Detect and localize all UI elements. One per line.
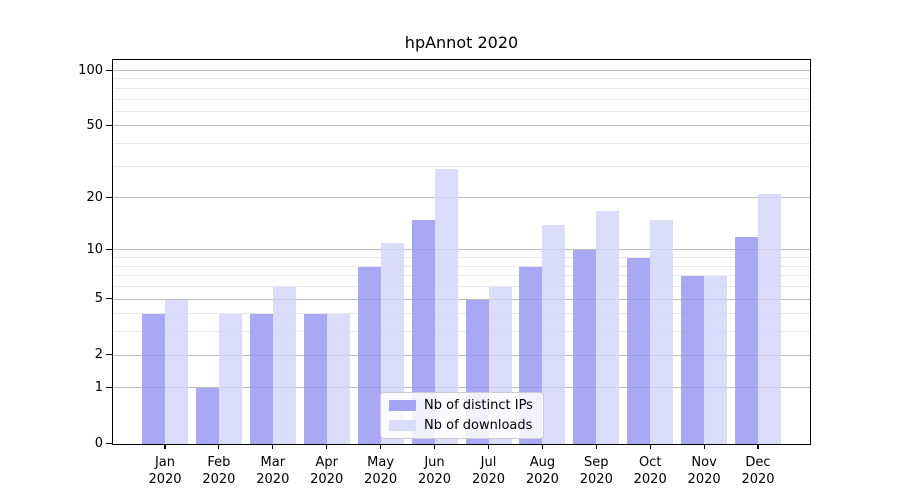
x-tick-label: May 2020	[364, 455, 398, 487]
legend-label: Nb of downloads	[424, 417, 533, 433]
y-tick-label: 0	[94, 436, 103, 451]
x-tick-label: Jun 2020	[417, 455, 452, 487]
gridline-minor	[113, 143, 810, 144]
y-tick-label: 1	[94, 379, 103, 395]
gridline-major	[113, 70, 810, 71]
gridline-major	[113, 354, 810, 356]
y-tick-label: 20	[86, 189, 103, 205]
bar-distinct-ips	[627, 258, 651, 444]
bar-distinct-ips	[303, 314, 327, 444]
gridline-minor	[113, 78, 810, 80]
bar-distinct-ips	[195, 388, 219, 444]
y-tick	[106, 386, 112, 389]
y-tick	[106, 69, 112, 71]
y-tick	[106, 124, 112, 126]
x-tick-label: Feb 2020	[202, 455, 236, 487]
gridline-minor	[113, 286, 810, 287]
bar-downloads	[650, 220, 674, 444]
x-tick	[380, 445, 382, 449]
gridline-minor	[113, 257, 810, 259]
gridline-minor	[113, 331, 810, 333]
x-tick	[272, 445, 274, 449]
y-tick-label: 2	[94, 347, 103, 363]
gridline-minor	[113, 275, 810, 277]
bar-downloads	[218, 314, 242, 444]
legend-label: Nb of distinct IPs	[424, 397, 533, 413]
x-tick	[433, 445, 436, 449]
bar-distinct-ips	[249, 314, 273, 444]
x-tick	[487, 445, 490, 449]
x-tick	[164, 445, 166, 449]
bar-downloads	[704, 276, 728, 444]
plot-area: 0 1 2 5 10 20 50 100 Jan 2020 Feb 2020 Mar 2020 Apr…	[78, 59, 811, 487]
x-tick	[218, 445, 220, 449]
gridline-minor	[113, 265, 810, 267]
legend: Nb of distinct IPs Nb of downloads	[380, 392, 544, 439]
gridline-major	[113, 298, 810, 300]
x-tick	[649, 445, 651, 449]
gridline-minor	[113, 313, 810, 315]
gridline-major	[113, 125, 810, 127]
bar-distinct-ips	[735, 236, 758, 444]
bar-distinct-ips	[573, 250, 597, 444]
gridline-minor	[113, 98, 810, 100]
x-tick-label: Sep 2020	[579, 455, 613, 487]
x-tick-label: Oct 2020	[633, 455, 667, 487]
chart-title: hpAnnot 2020	[404, 33, 519, 52]
y-tick-label: 10	[86, 241, 103, 257]
y-tick-label: 100	[78, 62, 103, 78]
y-tick-label: 5	[94, 291, 103, 306]
gridline-major	[113, 387, 810, 389]
y-tick	[106, 354, 112, 356]
gridline-minor	[113, 87, 810, 89]
x-tick	[326, 445, 328, 449]
y-tick	[106, 196, 112, 198]
bar-downloads	[596, 210, 620, 444]
x-tick-label: Jul 2020	[471, 455, 506, 487]
gridline-minor	[113, 110, 810, 112]
bar-distinct-ips	[681, 276, 705, 444]
bar-downloads	[758, 194, 781, 444]
x-tick	[595, 445, 597, 449]
y-tick	[106, 443, 112, 445]
bar-downloads	[272, 287, 296, 444]
gridline-minor	[113, 165, 810, 167]
bar-downloads	[434, 169, 458, 444]
legend-swatch-icon	[389, 400, 416, 411]
x-tick-label: Dec 2020	[741, 455, 775, 487]
bar-distinct-ips	[142, 314, 165, 444]
x-tick-label: Jan 2020	[148, 455, 182, 487]
bar-distinct-ips	[357, 266, 381, 444]
x-tick	[757, 445, 759, 449]
legend-swatch-icon	[389, 420, 416, 431]
legend-item: Nb of distinct IPs	[389, 397, 535, 415]
bar-downloads	[165, 299, 188, 444]
x-tick-label: Nov 2020	[687, 455, 721, 487]
gridlines-layer	[113, 60, 810, 444]
x-tick	[703, 445, 705, 449]
x-tick-label: Mar 2020	[256, 455, 290, 487]
y-tick-label: 50	[86, 117, 103, 133]
y-tick	[106, 248, 112, 251]
bar-downloads	[542, 225, 566, 444]
legend-item: Nb of downloads	[389, 417, 535, 435]
x-tick	[541, 445, 543, 449]
bar-downloads	[326, 314, 350, 444]
bar-distinct-ips	[411, 220, 435, 444]
x-tick-label: Aug 2020	[525, 455, 559, 487]
bars-layer	[113, 60, 810, 444]
gridline-major	[113, 197, 810, 199]
y-tick	[106, 298, 112, 300]
x-tick-label: Apr 2020	[310, 455, 344, 487]
gridline-major	[113, 249, 810, 251]
